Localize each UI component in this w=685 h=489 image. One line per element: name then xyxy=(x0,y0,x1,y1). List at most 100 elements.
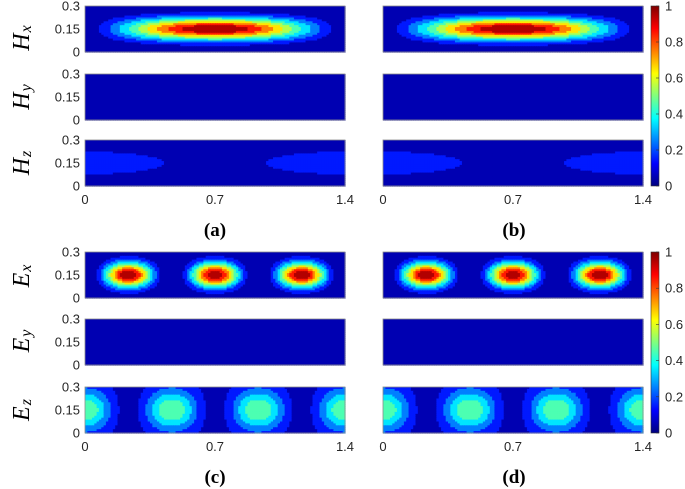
heatmap-cell xyxy=(205,11,209,15)
heatmap-cell xyxy=(140,32,144,36)
heatmap-cell xyxy=(240,6,244,9)
heatmap-cell xyxy=(273,13,276,17)
heatmap-cell xyxy=(129,17,133,21)
heatmap-cell xyxy=(312,32,316,36)
heatmap-cell xyxy=(340,27,344,30)
heatmap-cell xyxy=(112,13,116,17)
heatmap-cell xyxy=(143,23,146,26)
heatmap-cell xyxy=(335,11,339,15)
heatmap-cell xyxy=(221,19,225,22)
heatmap-cell xyxy=(133,6,137,9)
heatmap-cell xyxy=(321,15,325,19)
heatmap-cell xyxy=(335,25,339,28)
heatmap-cell xyxy=(87,21,91,24)
heatmap-cell xyxy=(310,7,314,11)
heatmap-cell xyxy=(270,7,274,11)
heatmap-cell xyxy=(184,29,188,32)
heatmap-cell xyxy=(247,21,251,24)
heatmap-cell xyxy=(203,9,207,13)
heatmap-cell xyxy=(115,13,119,17)
heatmap-cell xyxy=(298,30,302,34)
heatmap-cell xyxy=(326,11,330,15)
heatmap-cell xyxy=(247,17,251,21)
heatmap-cell xyxy=(293,19,297,22)
heatmap-cell xyxy=(122,13,126,17)
heatmap-cell xyxy=(133,25,137,28)
heatmap-cell xyxy=(338,29,341,32)
heatmap-cell xyxy=(108,34,112,38)
heatmap-cell xyxy=(208,21,211,24)
heatmap-cell xyxy=(249,9,253,13)
heatmap-cell xyxy=(303,9,307,13)
heatmap-cell xyxy=(280,6,283,9)
heatmap-cell xyxy=(89,32,93,36)
heatmap-cell xyxy=(338,23,341,26)
heatmap-cell xyxy=(263,32,267,36)
heatmap-cell xyxy=(305,6,309,9)
heatmap-cell xyxy=(247,9,251,13)
heatmap-cell xyxy=(289,23,293,26)
heatmap-cell xyxy=(270,21,274,24)
heatmap-cell xyxy=(305,17,309,21)
heatmap-cell xyxy=(312,9,316,13)
heatmap-cell xyxy=(87,30,91,34)
heatmap-cell xyxy=(335,29,339,32)
heatmap-cell xyxy=(147,13,151,17)
heatmap-cell xyxy=(94,34,98,38)
heatmap-cell xyxy=(242,30,246,34)
heatmap-cell xyxy=(173,11,177,15)
heatmap-cell xyxy=(275,7,279,11)
heatmap-cell xyxy=(91,29,95,32)
heatmap-cell xyxy=(249,27,253,30)
heatmap-cell xyxy=(191,32,195,36)
heatmap-cell xyxy=(240,17,244,21)
heatmap-cell xyxy=(286,25,290,28)
heatmap-cell xyxy=(291,29,295,32)
heatmap-cell xyxy=(189,17,193,21)
heatmap-cell xyxy=(108,13,112,17)
heatmap-cell xyxy=(266,30,269,34)
heatmap-cell xyxy=(331,9,334,13)
heatmap-cell xyxy=(235,9,239,13)
heatmap-cell xyxy=(147,21,151,24)
heatmap-cell xyxy=(319,25,323,28)
heatmap-cell xyxy=(189,27,193,30)
heatmap-cell xyxy=(194,29,198,32)
heatmap-cell xyxy=(247,29,251,32)
heatmap-cell xyxy=(215,7,218,11)
heatmap-cell xyxy=(312,19,316,22)
heatmap-cell xyxy=(175,11,179,15)
heatmap-cell xyxy=(96,11,100,15)
heatmap-cell xyxy=(196,25,200,28)
heatmap-cell xyxy=(126,15,130,19)
heatmap-cell xyxy=(342,17,346,21)
heatmap-cell xyxy=(191,7,195,11)
heatmap-cell xyxy=(168,13,172,17)
heatmap-cell xyxy=(245,25,249,28)
heatmap-cell xyxy=(268,19,272,22)
heatmap-cell xyxy=(261,27,265,30)
heatmap-cell xyxy=(138,9,142,13)
heatmap-cell xyxy=(175,25,179,28)
heatmap-cell xyxy=(96,13,100,17)
heatmap-cell xyxy=(282,9,286,13)
heatmap-cell xyxy=(115,34,119,38)
heatmap-cell xyxy=(249,29,253,32)
heatmap-cell xyxy=(277,11,281,15)
heatmap-cell xyxy=(321,25,325,28)
heatmap-cell xyxy=(268,7,272,11)
heatmap-cell xyxy=(133,23,137,26)
heatmap-cell xyxy=(184,15,188,19)
heatmap-cell xyxy=(305,23,309,26)
heatmap-cell xyxy=(342,9,346,13)
heatmap-cell xyxy=(159,13,163,17)
heatmap-cell xyxy=(273,11,276,15)
heatmap-cell xyxy=(335,13,339,17)
heatmap-cell xyxy=(238,9,242,13)
heatmap-cell xyxy=(145,29,149,32)
heatmap-cell xyxy=(338,7,341,11)
heatmap-cell xyxy=(342,30,346,34)
heatmap-cell xyxy=(194,7,198,11)
heatmap-cell xyxy=(266,11,269,15)
heatmap-cell xyxy=(270,19,274,22)
